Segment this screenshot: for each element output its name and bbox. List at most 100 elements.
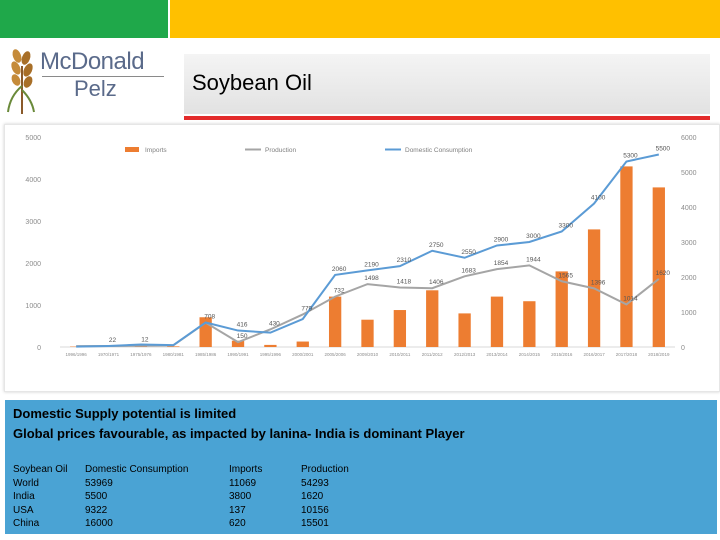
data-label: 12 <box>141 336 149 343</box>
data-label: 2750 <box>429 242 444 249</box>
y-left-tick-label: 4000 <box>25 177 41 184</box>
data-label: 1498 <box>364 275 379 282</box>
table-cell: 11069 <box>229 477 257 489</box>
headline-prices: Global prices favourable, as impacted by… <box>13 426 465 441</box>
y-right-tick-label: 3000 <box>681 240 697 247</box>
data-label: 22 <box>109 337 117 344</box>
table-cell: 3800 <box>229 491 252 502</box>
data-label: 1396 <box>591 279 606 286</box>
x-tick-label: 1990/1991 <box>227 352 249 357</box>
imports-bar <box>620 166 633 347</box>
legend-label: Imports <box>145 147 167 154</box>
data-label: 2550 <box>461 249 476 256</box>
table-cell: 16000 <box>85 518 113 529</box>
x-tick-label: 2011/2012 <box>422 352 443 357</box>
x-tick-label: 2017/2018 <box>616 352 638 357</box>
y-left-tick-label: 2000 <box>25 261 41 268</box>
data-label: 5300 <box>623 153 638 160</box>
data-label: 732 <box>334 288 345 295</box>
wheat-icon <box>7 49 35 114</box>
data-label: 2310 <box>397 257 412 264</box>
data-label: 1565 <box>558 272 573 279</box>
data-label: 1944 <box>526 256 541 263</box>
table-col-imports: Imports 11069 3800 137 620 <box>229 463 262 531</box>
logo-text-mcdonald: McDonald <box>40 48 145 75</box>
table-cell: Production <box>301 464 349 475</box>
top-bar-yellow <box>170 0 720 38</box>
table-cell: China <box>13 518 40 529</box>
data-label: 5500 <box>656 146 671 153</box>
data-label: 708 <box>204 314 215 321</box>
top-bar-green <box>0 0 168 38</box>
x-tick-label: 2016/2017 <box>583 352 605 357</box>
logo-divider <box>42 76 164 77</box>
x-tick-label: 2012/2013 <box>454 352 476 357</box>
x-tick-label: 1980/1981 <box>163 352 185 357</box>
table-cell: 53969 <box>85 477 113 489</box>
company-logo: McDonald Pelz <box>2 44 170 116</box>
y-left-tick-label: 5000 <box>25 135 41 142</box>
table-cell: Soybean Oil <box>13 464 68 475</box>
imports-bar <box>426 290 439 347</box>
table-col-country: Soybean Oil World India USA China <box>13 463 67 531</box>
title-underline <box>184 116 710 120</box>
imports-bar <box>555 271 568 347</box>
data-label: 3000 <box>526 233 541 240</box>
legend-label: Production <box>265 147 296 154</box>
data-label: 2060 <box>332 266 347 273</box>
data-label: 1406 <box>429 279 444 286</box>
imports-bar <box>361 319 374 347</box>
y-right-tick-label: 1000 <box>681 310 697 317</box>
legend-label: Domestic Consumption <box>405 147 473 154</box>
x-tick-label: 1985/1986 <box>195 352 217 357</box>
data-label: 150 <box>237 333 248 340</box>
table-cell: 15501 <box>301 518 329 529</box>
data-label: 4100 <box>591 195 606 202</box>
table-cell: World <box>13 477 39 489</box>
imports-bar <box>458 313 471 347</box>
data-label: 3300 <box>558 223 573 230</box>
x-tick-label: 2010/2011 <box>389 352 410 357</box>
table-cell: USA <box>13 504 34 516</box>
data-label: 1683 <box>461 267 476 274</box>
imports-bar <box>231 340 245 347</box>
y-right-tick-label: 6000 <box>681 135 697 142</box>
x-tick-label: 1970/1971 <box>98 352 120 357</box>
x-tick-label: 2018/2019 <box>648 352 670 357</box>
imports-bar <box>296 341 309 347</box>
data-label: 2190 <box>364 261 379 268</box>
y-right-tick-label: 2000 <box>681 275 697 282</box>
table-cell: 10156 <box>301 504 329 516</box>
data-label: 2900 <box>494 237 509 244</box>
table-col-consumption: Domestic Consumption 53969 5500 9322 160… <box>85 463 188 531</box>
table-cell: 620 <box>229 518 246 529</box>
slide-title: Soybean Oil <box>192 70 312 95</box>
data-label: 416 <box>237 322 248 329</box>
chart-frame: 0 1000 2000 3000 4000 5000 0 1000 2000 3000 4000 50… <box>4 124 720 392</box>
table-cell: 5500 <box>85 491 108 502</box>
imports-bar <box>167 346 180 347</box>
y-left-tick-label: 1000 <box>25 303 41 310</box>
y-left-tick-label: 3000 <box>25 219 41 226</box>
imports-bar <box>264 344 277 347</box>
table-col-production: Production 54293 1620 10156 15501 <box>301 463 349 531</box>
imports-bar <box>652 187 665 347</box>
table-cell: Domestic Consumption <box>85 464 189 475</box>
x-tick-label: 2005/2006 <box>324 352 346 357</box>
headline-supply: Domestic Supply potential is limited <box>13 406 237 421</box>
imports-bar <box>490 296 504 347</box>
data-label: 430 <box>269 320 280 327</box>
table-cell: 54293 <box>301 477 329 489</box>
x-tick-label: 2000/2001 <box>292 352 314 357</box>
imports-bar <box>328 296 342 347</box>
data-label: 779 <box>301 305 312 312</box>
table-cell: 1620 <box>301 491 324 502</box>
table-cell: 9322 <box>85 504 108 516</box>
imports-bar <box>523 301 536 347</box>
x-tick-label: 1975/1976 <box>130 352 152 357</box>
table-cell: India <box>13 491 35 502</box>
x-tick-label: 2009/2010 <box>357 352 379 357</box>
data-label: 1418 <box>397 278 412 285</box>
logo-text-pelz: Pelz <box>74 76 117 101</box>
x-tick-label: 2014/2015 <box>519 352 541 357</box>
